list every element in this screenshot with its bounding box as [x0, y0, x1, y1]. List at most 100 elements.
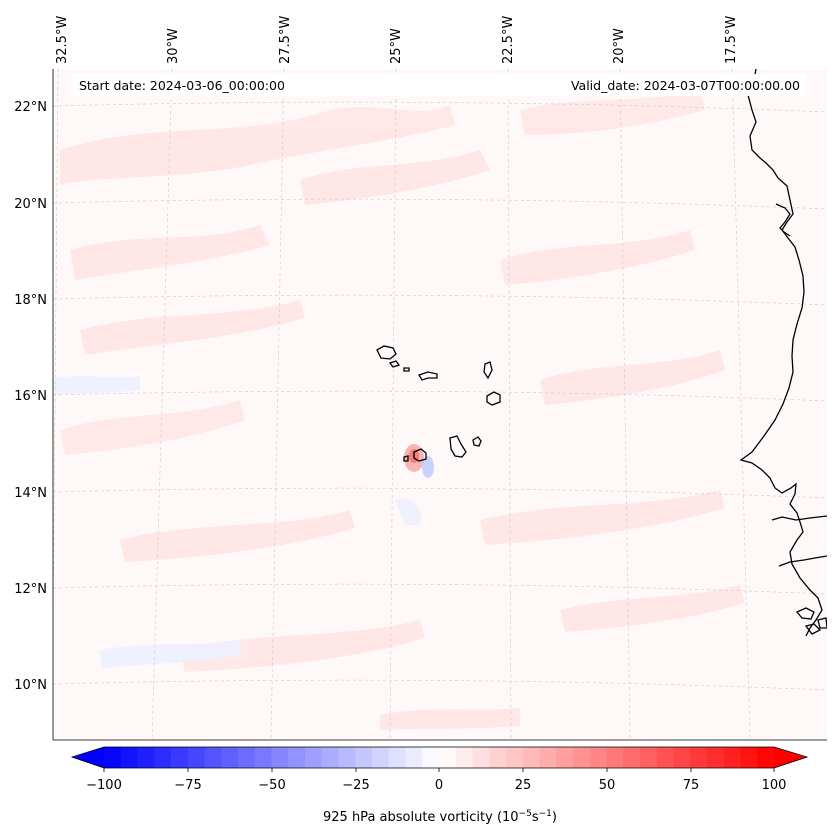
colorbar-cell: [221, 747, 239, 768]
colorbar-cell: [338, 747, 356, 768]
lat-label: 18°N: [14, 293, 47, 308]
colorbar-tick-label: 75: [683, 778, 700, 793]
colorbar-extend-high: [774, 747, 807, 768]
colorbar-cell: [740, 747, 758, 768]
colorbar-cell: [288, 747, 306, 768]
colorbar-cell: [439, 747, 457, 768]
colorbar-cell: [690, 747, 708, 768]
parallel-12n: [53, 583, 827, 595]
colorbar-tick-labels: −100 −75 −50 −25 0 25 50 75 100: [86, 778, 786, 793]
lat-label: 22°N: [14, 100, 47, 115]
colorbar-tick-label: −100: [86, 778, 122, 793]
colorbar-tick-label: −50: [258, 778, 285, 793]
vorticity-streak: [120, 510, 355, 562]
coastline-bissagos-3: [817, 617, 827, 629]
parallel-14n: [53, 487, 827, 499]
island-maio: [472, 436, 482, 447]
colorbar-tick-label: 100: [762, 778, 787, 793]
parallel-10n: [53, 679, 827, 691]
colorbar-ticks: [103, 768, 775, 772]
start-date-label: Start date: 2024-03-06_00:00:00: [79, 78, 285, 93]
meridian-25w: [389, 69, 397, 740]
vorticity-streak: [53, 376, 140, 396]
colorbar-label-text: 925 hPa absolute vorticity (10: [323, 810, 519, 825]
parallel-20n: [53, 198, 827, 210]
parallel-18n: [53, 294, 827, 306]
vorticity-core-negative: [422, 456, 434, 478]
vorticity-streak: [520, 90, 705, 135]
coastline-bissagos: [795, 607, 815, 620]
colorbar-cell: [556, 747, 574, 768]
vorticity-streak: [70, 225, 270, 280]
island-sal: [483, 361, 493, 380]
lat-label: 16°N: [14, 389, 47, 404]
colorbar-cell: [254, 747, 272, 768]
vorticity-streak: [395, 498, 421, 525]
vorticity-streak: [60, 400, 245, 455]
colorbar-tick-label: 25: [515, 778, 532, 793]
lon-label: 30°W: [166, 28, 181, 64]
colorbar-cell: [656, 747, 674, 768]
colorbar-cell: [104, 747, 122, 768]
meridian-22.5w: [507, 69, 512, 740]
colorbar: −100 −75 −50 −25 0 25 50 75 100 925 hPa …: [70, 746, 809, 825]
meridian-30w: [151, 69, 173, 740]
colorbar-extend-low: [72, 747, 104, 768]
island-santa-luzia: [403, 367, 410, 372]
colorbar-cell: [522, 747, 540, 768]
colorbar-cell: [154, 747, 172, 768]
colorbar-cells: [72, 747, 807, 768]
vorticity-streak: [480, 490, 725, 545]
lat-label: 12°N: [14, 582, 47, 597]
lat-label: 14°N: [14, 486, 47, 501]
colorbar-cell: [707, 747, 725, 768]
colorbar-cell: [321, 747, 339, 768]
map-frame: [52, 69, 827, 741]
colorbar-cell: [305, 747, 323, 768]
meridian-20w: [619, 69, 631, 740]
map-panel: Start date: 2024-03-06_00:00:00 Valid_da…: [53, 69, 827, 740]
colorbar-cell: [757, 747, 775, 768]
vorticity-streak: [100, 640, 242, 668]
colorbar-tick-label: −75: [174, 778, 201, 793]
colorbar-cell: [204, 747, 222, 768]
island-sao-vicente: [388, 360, 401, 368]
colorbar-cell: [171, 747, 189, 768]
meridian-17.5w: [731, 69, 751, 740]
island-boa-vista: [486, 391, 501, 406]
colorbar-cell: [573, 747, 591, 768]
vorticity-streak: [180, 620, 425, 672]
colorbar-cell: [673, 747, 691, 768]
lat-label: 20°N: [14, 197, 47, 212]
lon-label: 27.5°W: [278, 16, 293, 64]
coastline-bissagos-2: [804, 623, 822, 635]
colorbar-cell: [589, 747, 607, 768]
header-box: [72, 74, 807, 96]
lon-label: 25°W: [389, 28, 404, 64]
colorbar-label-exp2: −1: [539, 809, 552, 819]
colorbar-label-close: ): [552, 810, 557, 825]
parallel-22n: [53, 101, 827, 113]
meridian-27.5w: [270, 69, 285, 740]
vorticity-streak: [560, 585, 745, 632]
colorbar-cell: [623, 747, 641, 768]
colorbar-cell: [405, 747, 423, 768]
colorbar-cell: [137, 747, 155, 768]
island-brava: [403, 455, 409, 462]
lon-label: 22.5°W: [501, 16, 516, 64]
island-fogo: [413, 448, 427, 462]
colorbar-cell: [238, 747, 256, 768]
longitude-labels: 32.5°W 30°W 27.5°W 25°W 22.5°W 20°W 17.5…: [55, 16, 739, 64]
colorbar-cell: [388, 747, 406, 768]
parallel-16n: [53, 390, 827, 402]
colorbar-cell: [355, 747, 373, 768]
vorticity-streak: [80, 300, 305, 355]
lon-label: 32.5°W: [55, 16, 70, 64]
colorbar-tick-label: 50: [599, 778, 616, 793]
colorbar-label-exp1: −5: [519, 809, 532, 819]
vorticity-streak: [500, 230, 695, 285]
coastline-main: [739, 69, 823, 637]
latitude-labels: 22°N 20°N 18°N 16°N 14°N 12°N 10°N: [14, 100, 47, 693]
graticule: [53, 69, 827, 740]
colorbar-cell: [539, 747, 557, 768]
